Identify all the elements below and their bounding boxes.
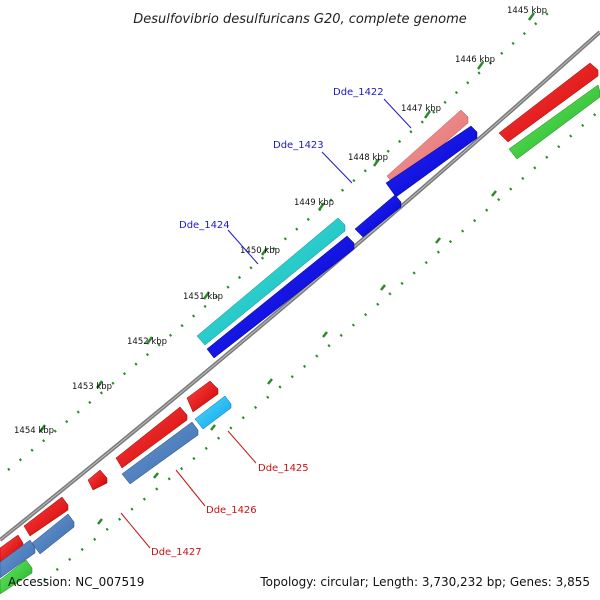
- kbp-labels: 1445 kbp 1446 kbp 1447 kbp 1448 kbp 1449…: [14, 6, 547, 436]
- tick-label: 1449 kbp: [294, 198, 334, 208]
- gene-label-dde-1427[interactable]: Dde_1427: [151, 547, 202, 558]
- gene-dde-1425[interactable]: [194, 395, 232, 430]
- gene-dde-1424[interactable]: [196, 217, 346, 346]
- reverse-strand-features: [0, 84, 600, 595]
- tick-label: 1451 kbp: [183, 292, 223, 302]
- gene-dde-1427-region-red[interactable]: [87, 469, 108, 491]
- major-ticks-outer: [38, 12, 536, 433]
- tick-label: 1454 kbp: [14, 426, 54, 436]
- gene-steel-far-left[interactable]: [0, 539, 36, 579]
- major-ticks-inner: [97, 190, 497, 525]
- gene-dde-1423[interactable]: [354, 194, 402, 238]
- tick-label: 1452 kbp: [127, 337, 167, 347]
- gene-label-dde-1424[interactable]: Dde_1424: [179, 220, 230, 231]
- tick-label: 1446 kbp: [455, 55, 495, 65]
- genome-summary-text: Topology: circular; Length: 3,730,232 bp…: [259, 575, 590, 589]
- gene-red-left-1[interactable]: [23, 496, 69, 537]
- gene-label-dde-1425[interactable]: Dde_1425: [258, 463, 309, 474]
- label-leaders: [120, 98, 412, 549]
- gene-blue-upper[interactable]: [385, 125, 478, 198]
- gene-dde-1425-region-red[interactable]: [186, 380, 219, 413]
- tick-label: 1453 kbp: [72, 382, 112, 392]
- backbone-highlight: [0, 31, 600, 541]
- tick-label: 1447 kbp: [401, 104, 441, 114]
- tick-label: 1450 kbp: [240, 246, 280, 256]
- gene-labels: Dde_1422 Dde_1423 Dde_1424 Dde_1425 Dde_…: [151, 87, 384, 558]
- tick-label: 1445 kbp: [507, 6, 547, 16]
- gene-label-dde-1422[interactable]: Dde_1422: [333, 87, 384, 98]
- gene-red-upper-right[interactable]: [498, 62, 599, 143]
- tick-label: 1448 kbp: [348, 153, 388, 163]
- gene-dde-1426[interactable]: [121, 421, 199, 485]
- gene-label-dde-1426[interactable]: Dde_1426: [206, 505, 257, 516]
- accession-text: Accession: NC_007519: [8, 575, 144, 589]
- gene-dde-1426-region-red[interactable]: [115, 406, 188, 469]
- map-title: Desulfovibrio desulfuricans G20, complet…: [133, 12, 467, 27]
- outer-tick-ring: [7, 5, 557, 471]
- forward-strand-features: [0, 62, 599, 563]
- gene-steel-left[interactable]: [31, 513, 75, 555]
- gene-label-dde-1423[interactable]: Dde_1423: [273, 140, 324, 151]
- gene-green-left[interactable]: [0, 559, 33, 595]
- gene-green-upper-right[interactable]: [508, 84, 600, 160]
- gene-blue-long[interactable]: [206, 235, 355, 359]
